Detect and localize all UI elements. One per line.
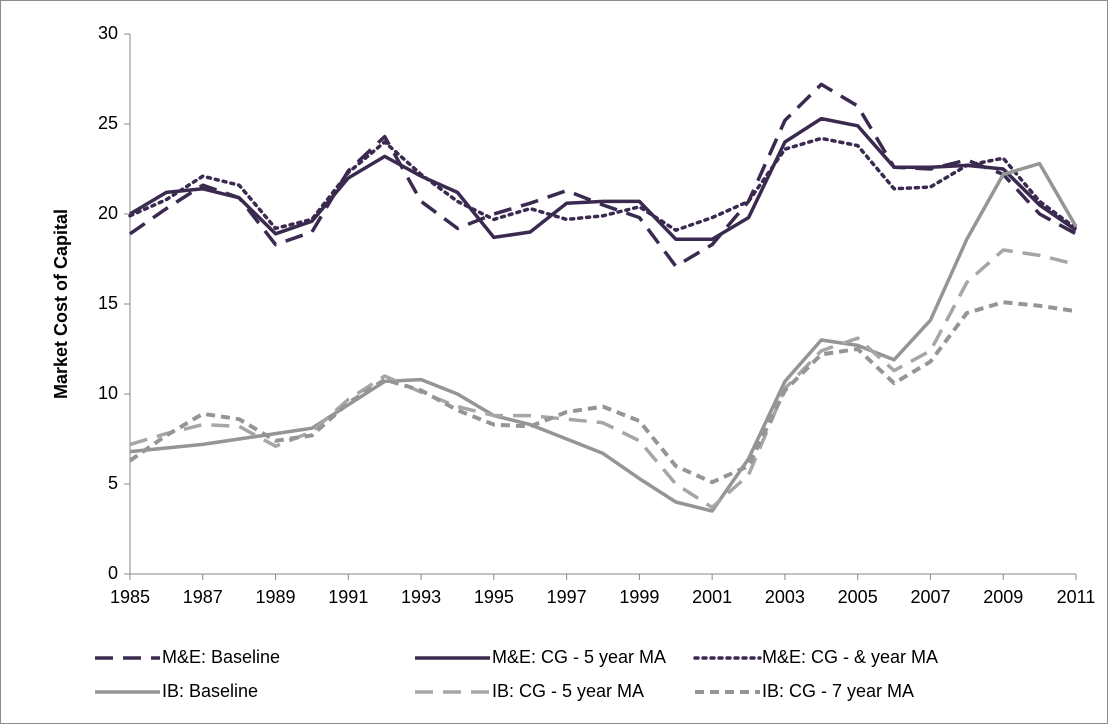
series-line — [129, 116, 1077, 241]
legend-label: M&E: Baseline — [162, 647, 280, 667]
x-tick-label: 1985 — [110, 587, 150, 607]
series-line — [129, 248, 1077, 510]
series-line — [129, 161, 1078, 513]
y-tick-label: 15 — [98, 293, 118, 313]
y-tick-label: 5 — [108, 473, 118, 493]
x-tick-label: 1999 — [619, 587, 659, 607]
x-tick-label: 1987 — [183, 587, 223, 607]
x-tick-label: 2001 — [692, 587, 732, 607]
x-tick-label: 1993 — [401, 587, 441, 607]
x-tick-label: 2003 — [765, 587, 805, 607]
legend-label: M&E: CG - & year MA — [762, 647, 938, 667]
y-tick-label: 25 — [98, 113, 118, 133]
y-tick-label: 20 — [98, 203, 118, 223]
series-line — [128, 300, 1077, 485]
y-axis-label: Market Cost of Capital — [51, 209, 71, 399]
x-tick-label: 2009 — [983, 587, 1023, 607]
series-line — [128, 136, 1078, 232]
x-tick-label: 1997 — [547, 587, 587, 607]
y-tick-label: 10 — [98, 383, 118, 403]
x-tick-label: 2007 — [910, 587, 950, 607]
y-tick-label: 0 — [108, 563, 118, 583]
x-tick-label: 2005 — [838, 587, 878, 607]
legend-label: IB: CG - 7 year MA — [762, 681, 914, 701]
legend-label: IB: Baseline — [162, 681, 258, 701]
y-tick-label: 30 — [98, 23, 118, 43]
legend-label: IB: CG - 5 year MA — [492, 681, 644, 701]
x-tick-label: 1989 — [256, 587, 296, 607]
legend-label: M&E: CG - 5 year MA — [492, 647, 666, 667]
x-tick-label: 1991 — [328, 587, 368, 607]
x-tick-label: 1995 — [474, 587, 514, 607]
x-tick-label: 2011 — [1057, 587, 1096, 607]
